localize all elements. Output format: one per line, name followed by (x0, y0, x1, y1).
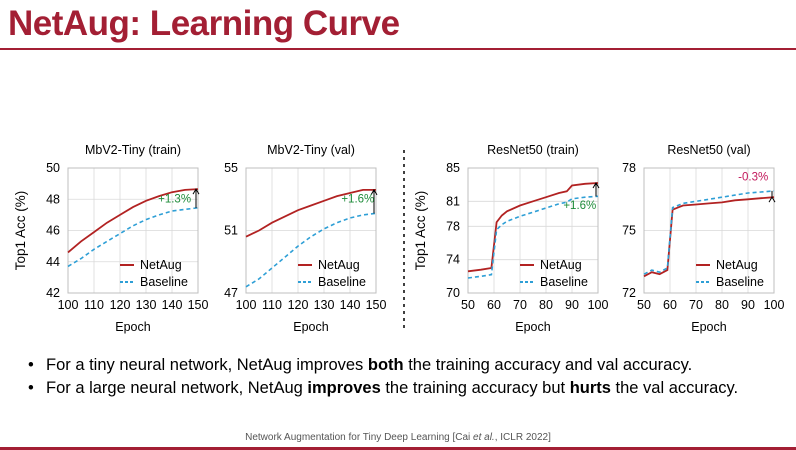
legend-label-netaug: NetAug (540, 258, 582, 272)
y-tick-label: 46 (46, 224, 60, 238)
plot-area (468, 168, 598, 293)
gap-arrow-head (192, 188, 200, 195)
legend-label-baseline: Baseline (140, 275, 188, 289)
x-tick-label: 140 (340, 298, 361, 312)
legend-label-baseline: Baseline (540, 275, 588, 289)
bullet-text: the training accuracy but (380, 379, 570, 397)
gap-annotation: +1.3% (158, 193, 191, 205)
y-tick-label: 81 (446, 194, 460, 208)
y-tick-label: 72 (622, 286, 636, 300)
x-tick-label: 50 (461, 298, 475, 312)
bullet-text: the training accuracy and val accuracy. (403, 356, 693, 374)
y-axis-label: Top1 Acc (%) (13, 191, 28, 271)
bullet-item: For a tiny neural network, NetAug improv… (28, 354, 738, 377)
y-axis-label: Top1 Acc (%) (413, 191, 428, 271)
learning-curve-charts: 100 110 120 130 140 150 42 44 46 48 50 MbV2-Tiny (t… (13, 143, 785, 334)
bullet-text: both (367, 356, 404, 374)
x-tick-label: 100 (236, 298, 257, 312)
bullet-text: the val accuracy. (610, 379, 739, 397)
x-tick-label: 60 (487, 298, 501, 312)
y-tick-label: 47 (224, 286, 238, 300)
gap-arrow-head (592, 182, 600, 189)
gap-annotation: +1.6% (563, 200, 596, 212)
plot-frame (67, 167, 199, 294)
x-tick-label: 120 (110, 298, 131, 312)
footer-divider (0, 447, 796, 450)
x-tick-label: 120 (288, 298, 309, 312)
x-tick-label: 150 (188, 298, 209, 312)
x-tick-label: 100 (764, 298, 785, 312)
chart-title: ResNet50 (train) (487, 143, 579, 157)
x-tick-label: 110 (84, 298, 104, 312)
legend-label-baseline: Baseline (318, 275, 366, 289)
baseline-series-line (67, 207, 199, 268)
x-tick-label: 130 (136, 298, 157, 312)
x-axis-label: Epoch (115, 320, 150, 334)
bullet-text: hurts (569, 379, 611, 397)
legend-label-baseline: Baseline (716, 275, 764, 289)
y-tick-label: 50 (46, 161, 60, 175)
chart-title: MbV2-Tiny (train) (85, 143, 181, 157)
y-tick-label: 55 (224, 161, 238, 175)
y-tick-label: 70 (446, 286, 460, 300)
plot-frame (643, 167, 775, 294)
x-tick-label: 80 (715, 298, 729, 312)
netaug-series-line (67, 188, 199, 254)
x-tick-label: 50 (637, 298, 651, 312)
bullet-text: For a tiny neural network, NetAug improv… (46, 356, 368, 374)
chart-title: MbV2-Tiny (val) (267, 143, 355, 157)
x-tick-label: 80 (539, 298, 553, 312)
y-tick-label: 74 (446, 253, 460, 267)
citation-text-end: , ICLR 2022] (494, 432, 551, 443)
y-tick-label: 42 (46, 286, 60, 300)
x-tick-label: 140 (162, 298, 183, 312)
gap-annotation: -0.3% (738, 172, 768, 184)
bullet-item: For a large neural network, NetAug impro… (28, 377, 738, 400)
chart-title: ResNet50 (val) (667, 143, 750, 157)
y-tick-label: 51 (224, 224, 238, 238)
y-tick-label: 85 (446, 161, 460, 175)
y-tick-label: 78 (446, 219, 460, 233)
citation-text: Network Augmentation for Tiny Deep Learn… (245, 432, 474, 443)
baseline-series-line (643, 190, 775, 275)
y-tick-label: 44 (46, 255, 60, 269)
x-axis-label: Epoch (515, 320, 550, 334)
x-tick-label: 90 (565, 298, 579, 312)
y-tick-label: 78 (622, 161, 636, 175)
gap-arrow-head (370, 188, 378, 196)
bullet-text: improves (307, 379, 381, 397)
y-tick-label: 75 (622, 224, 636, 238)
x-tick-label: 110 (262, 298, 282, 312)
x-tick-label: 100 (588, 298, 609, 312)
y-tick-label: 48 (46, 192, 60, 206)
gap-annotation: +1.6% (341, 193, 374, 205)
legend-label-netaug: NetAug (716, 258, 758, 272)
x-tick-label: 130 (314, 298, 335, 312)
baseline-series-line (467, 195, 599, 279)
bullet-list: For a tiny neural network, NetAug improv… (28, 354, 738, 400)
citation-footer: Network Augmentation for Tiny Deep Learn… (0, 432, 796, 443)
gap-arrow-head (768, 196, 776, 203)
x-tick-label: 60 (663, 298, 677, 312)
x-axis-label: Epoch (293, 320, 328, 334)
netaug-series-line (643, 196, 775, 278)
x-tick-label: 100 (58, 298, 79, 312)
legend-label-netaug: NetAug (318, 258, 360, 272)
x-tick-label: 150 (366, 298, 387, 312)
plot-frame (467, 167, 599, 294)
plot-frame (245, 167, 377, 294)
legend-label-netaug: NetAug (140, 258, 182, 272)
x-axis-label: Epoch (691, 320, 726, 334)
title-divider (0, 48, 796, 50)
x-tick-label: 70 (689, 298, 703, 312)
netaug-series-line (245, 188, 376, 238)
slide-title: NetAug: Learning Curve (8, 4, 400, 43)
bullet-text: For a large neural network, NetAug (46, 379, 308, 397)
citation-italic: et al. (473, 432, 495, 443)
x-tick-label: 90 (741, 298, 755, 312)
x-tick-label: 70 (513, 298, 527, 312)
